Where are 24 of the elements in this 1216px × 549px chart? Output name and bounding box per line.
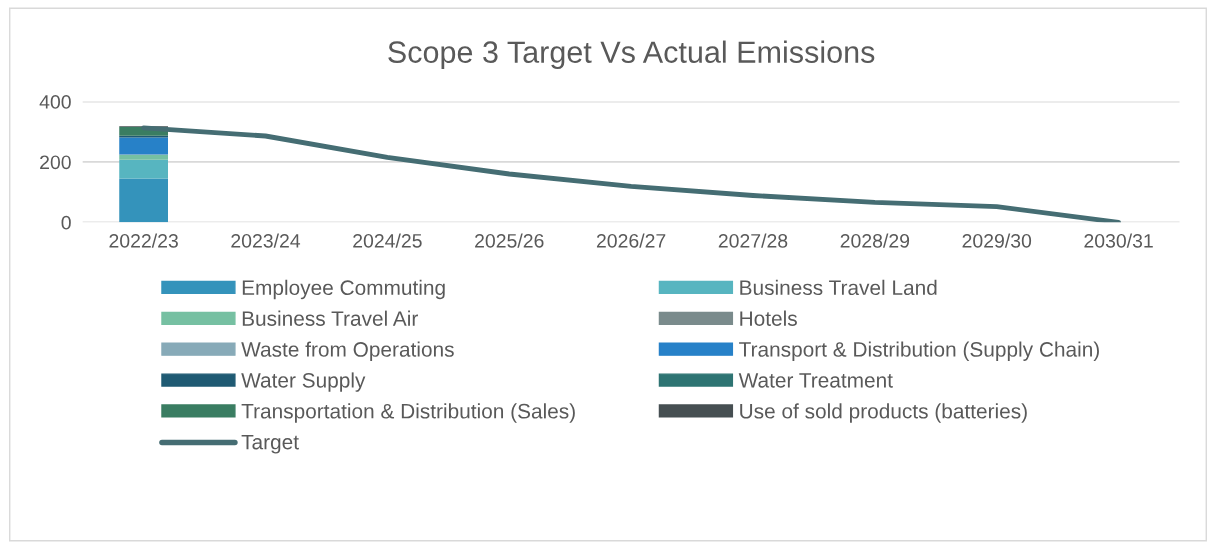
legend-label: Hotels (740, 310, 797, 326)
x-tick-label: 2028/29 (840, 233, 910, 248)
legend-label: Water Treatment (738, 373, 893, 388)
x-tick-label: 2023/24 (231, 233, 301, 248)
legend-label: Employee Commuting (242, 279, 445, 300)
legend-label: Business Travel Air (242, 310, 418, 326)
chart-title: Scope 3 Target Vs Actual Emissions (388, 40, 875, 70)
x-tick-label: 2026/27 (596, 233, 666, 248)
x-tick-label: 2030/31 (1084, 233, 1153, 248)
legend-label: Waste from Operations (241, 341, 454, 361)
x-tick-label: 2024/25 (353, 233, 422, 248)
legend-label: Transport & Distribution (Supply Chain) (739, 341, 1099, 361)
legend-label: Business Travel Land (740, 279, 937, 296)
y-tick-label: 400 (39, 95, 71, 109)
y-tick-label: 200 (40, 155, 71, 170)
y-tick-label: 0 (61, 215, 71, 230)
x-tick-label: 2025/26 (475, 233, 544, 248)
legend-label: Use of sold products (batteries) (740, 403, 1027, 423)
x-tick-label: 2022/23 (109, 233, 178, 248)
x-tick-label: 2029/30 (962, 233, 1032, 248)
legend-label: Transportation & Distribution (Sales) (241, 403, 575, 423)
x-tick-label: 2027/28 (718, 233, 788, 248)
legend-label: Target (241, 434, 299, 454)
legend-label: Water Supply (241, 372, 366, 392)
